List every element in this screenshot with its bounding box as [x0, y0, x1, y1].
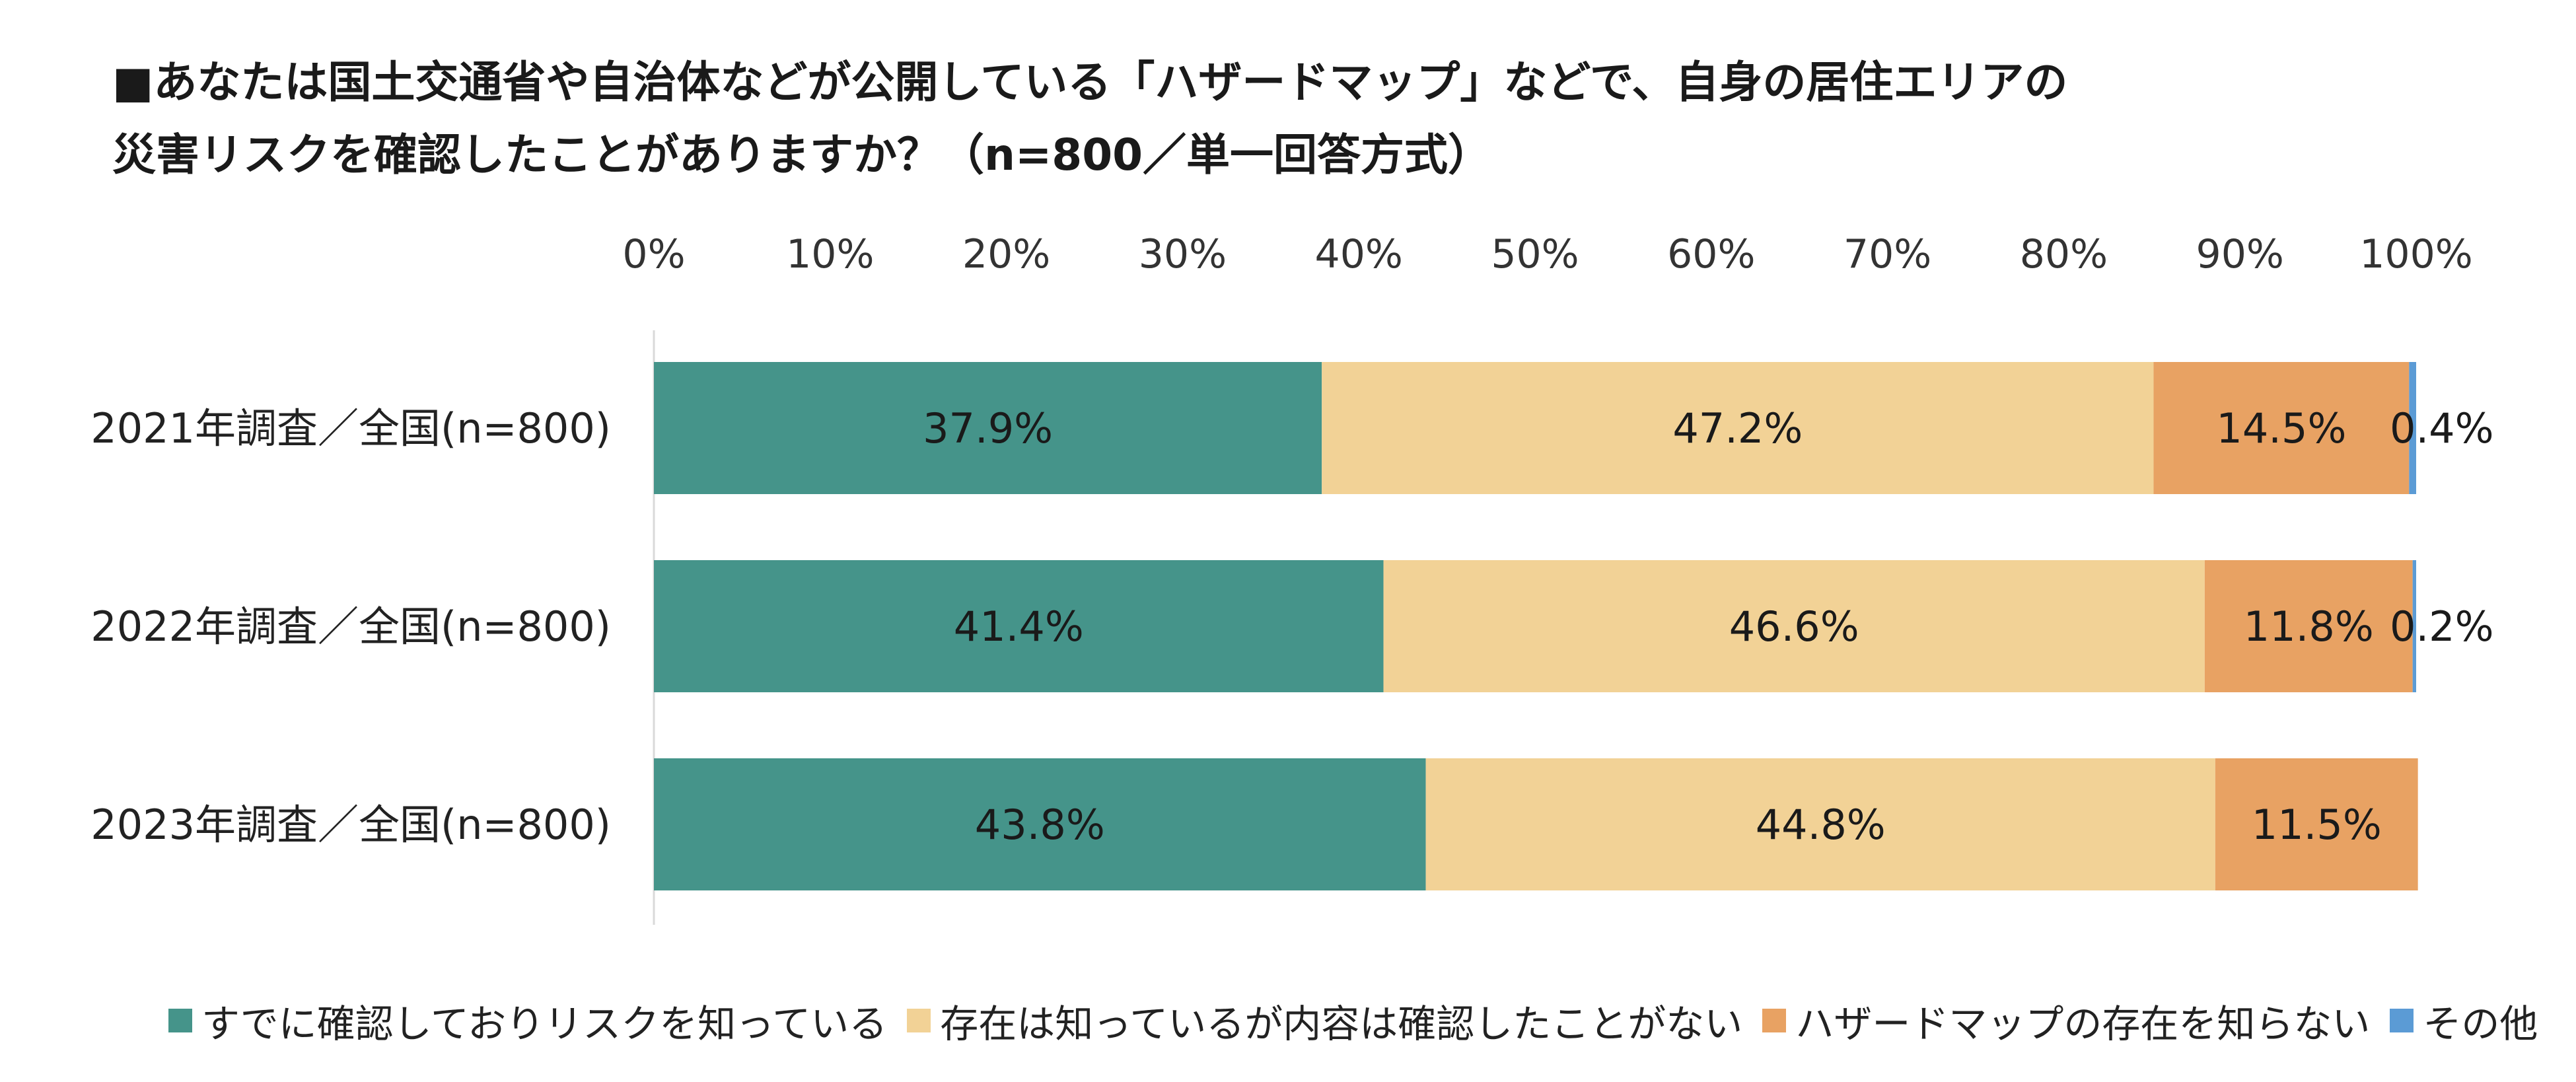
bar-segment [654, 362, 1322, 494]
data-label: 14.5% [2216, 404, 2346, 452]
category-label: 2023年調査／全国(n=800) [90, 801, 611, 849]
x-tick-label: 0% [622, 231, 685, 277]
x-tick-label: 90% [2196, 231, 2284, 277]
bar-segment [2153, 362, 2410, 494]
data-label: 43.8% [975, 801, 1105, 849]
legend-item-confirmed: すでに確認しておりリスクを知っている [168, 993, 887, 1048]
x-tick-label: 70% [1843, 231, 1931, 277]
bar-segment [1383, 560, 2205, 692]
chart-legend: すでに確認しておりリスクを知っている 存在は知っているが内容は確認したことがない… [168, 994, 2558, 1047]
data-label: 37.9% [923, 404, 1053, 452]
category-label: 2022年調査／全国(n=800) [90, 602, 611, 651]
chart-title: ■あなたは国土交通省や自治体などが公開している「ハザードマップ」などで、自身の居… [112, 46, 2490, 192]
legend-item-aware-not-confirmed: 存在は知っているが内容は確認したことがない [907, 993, 1742, 1048]
stacked-bar-chart: 0% 10% 20% 30% 40% 50% 60% 70% 80% 90% 100% 2021年調査… [90, 231, 2494, 925]
x-tick-label: 50% [1491, 231, 1579, 277]
x-tick-label: 20% [962, 231, 1050, 277]
x-tick-label: 80% [2020, 231, 2108, 277]
x-tick-label: 60% [1667, 231, 1755, 277]
legend-swatch-confirmed [168, 1009, 192, 1032]
x-tick-label: 30% [1139, 231, 1227, 277]
legend-item-unaware: ハザードマップの存在を知らない [1762, 993, 2370, 1048]
chart-title-line-1: ■あなたは国土交通省や自治体などが公開している「ハザードマップ」などで、自身の居… [112, 57, 2068, 108]
data-label: 0.2% [2390, 602, 2494, 651]
bar-segment [2409, 362, 2416, 494]
x-tick-label: 40% [1315, 231, 1403, 277]
legend-swatch-other [2390, 1009, 2414, 1032]
data-label: 47.2% [1672, 404, 1803, 452]
x-tick-label: 10% [786, 231, 874, 277]
data-label: 11.8% [2244, 602, 2374, 651]
bar-segment [2412, 560, 2416, 692]
data-label: 44.8% [1756, 801, 1886, 849]
bar-segment [2204, 560, 2413, 692]
data-label: 46.6% [1729, 602, 1859, 651]
data-label: 0.4% [2390, 404, 2494, 452]
legend-label-unaware: ハザードマップの存在を知らない [1795, 1001, 2371, 1046]
legend-label-other: その他 [2423, 1001, 2538, 1046]
bar-segment [1425, 758, 2215, 890]
legend-item-other: その他 [2390, 993, 2538, 1048]
legend-label-confirmed: すでに確認しておりリスクを知っている [201, 1001, 888, 1046]
bar-segment [654, 758, 1426, 890]
data-label: 41.4% [954, 602, 1084, 651]
category-label: 2021年調査／全国(n=800) [90, 404, 611, 452]
bar-segment [654, 560, 1384, 692]
data-label: 11.5% [2252, 801, 2382, 849]
legend-label-aware-not-confirmed: 存在は知っているが内容は確認したことがない [940, 1001, 1743, 1046]
bar-segment [2215, 758, 2418, 890]
legend-swatch-aware-not-confirmed [907, 1009, 931, 1032]
x-tick-label: 100% [2359, 231, 2473, 277]
chart-title-line-2: 災害リスクを確認したことがありますか？（n=800／単一回答方式） [112, 129, 1492, 180]
bar-segment [1322, 362, 2154, 494]
legend-swatch-unaware [1762, 1009, 1787, 1032]
